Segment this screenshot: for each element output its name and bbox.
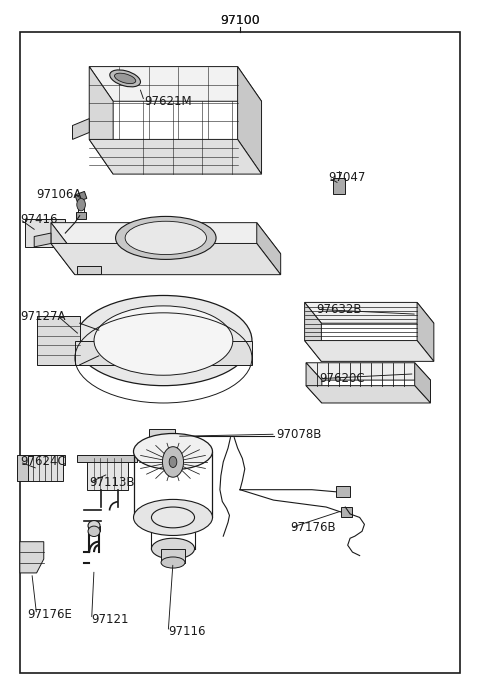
Text: 97078B: 97078B [276, 427, 321, 441]
Ellipse shape [125, 221, 206, 254]
Text: 97106A: 97106A [36, 188, 82, 202]
Polygon shape [24, 219, 65, 247]
Text: 97047: 97047 [328, 171, 366, 184]
Text: 97624C: 97624C [20, 455, 66, 468]
Polygon shape [17, 455, 28, 481]
Polygon shape [257, 222, 281, 275]
Polygon shape [306, 363, 322, 403]
Circle shape [169, 457, 177, 468]
Text: 97100: 97100 [220, 14, 260, 26]
Circle shape [162, 447, 183, 477]
Polygon shape [305, 302, 322, 361]
Ellipse shape [88, 526, 100, 537]
Polygon shape [89, 67, 113, 174]
Polygon shape [27, 455, 63, 481]
Polygon shape [34, 233, 51, 247]
Polygon shape [340, 507, 352, 517]
Text: 97176B: 97176B [290, 521, 336, 534]
Ellipse shape [152, 507, 194, 528]
Polygon shape [306, 386, 431, 403]
Ellipse shape [152, 538, 194, 559]
Polygon shape [20, 541, 44, 573]
Polygon shape [51, 222, 281, 254]
Ellipse shape [75, 295, 252, 386]
Polygon shape [417, 302, 434, 361]
Polygon shape [306, 363, 431, 380]
Polygon shape [51, 222, 75, 275]
Text: 97416: 97416 [20, 213, 57, 226]
Circle shape [77, 198, 85, 211]
Text: 97632B: 97632B [317, 303, 362, 316]
Ellipse shape [110, 70, 141, 87]
Ellipse shape [133, 434, 213, 470]
Polygon shape [76, 212, 86, 219]
Polygon shape [87, 459, 128, 490]
Ellipse shape [88, 521, 100, 531]
Polygon shape [89, 140, 262, 174]
Polygon shape [72, 119, 89, 140]
Polygon shape [415, 363, 431, 403]
Ellipse shape [133, 500, 213, 535]
Text: 97127A: 97127A [20, 310, 65, 322]
Text: 97620C: 97620C [319, 373, 365, 385]
Polygon shape [336, 486, 350, 498]
Ellipse shape [115, 73, 136, 83]
Polygon shape [89, 67, 262, 101]
Polygon shape [88, 525, 100, 531]
Polygon shape [305, 341, 434, 361]
Text: 97621M: 97621M [144, 95, 192, 108]
Ellipse shape [161, 557, 185, 568]
Polygon shape [149, 430, 175, 443]
Ellipse shape [116, 216, 216, 259]
Polygon shape [161, 548, 185, 562]
Polygon shape [77, 265, 101, 274]
Text: 97100: 97100 [220, 14, 260, 26]
Polygon shape [75, 341, 252, 365]
Ellipse shape [94, 306, 233, 375]
Polygon shape [36, 316, 80, 365]
Text: 97116: 97116 [168, 626, 206, 639]
Text: 97121: 97121 [92, 613, 129, 626]
Polygon shape [333, 177, 345, 193]
Polygon shape [305, 302, 434, 323]
Polygon shape [24, 455, 65, 466]
Polygon shape [238, 67, 262, 174]
Text: 97113B: 97113B [89, 476, 135, 489]
Polygon shape [77, 455, 137, 462]
Polygon shape [75, 191, 87, 202]
Polygon shape [51, 243, 281, 275]
Text: 97176E: 97176E [27, 608, 72, 621]
